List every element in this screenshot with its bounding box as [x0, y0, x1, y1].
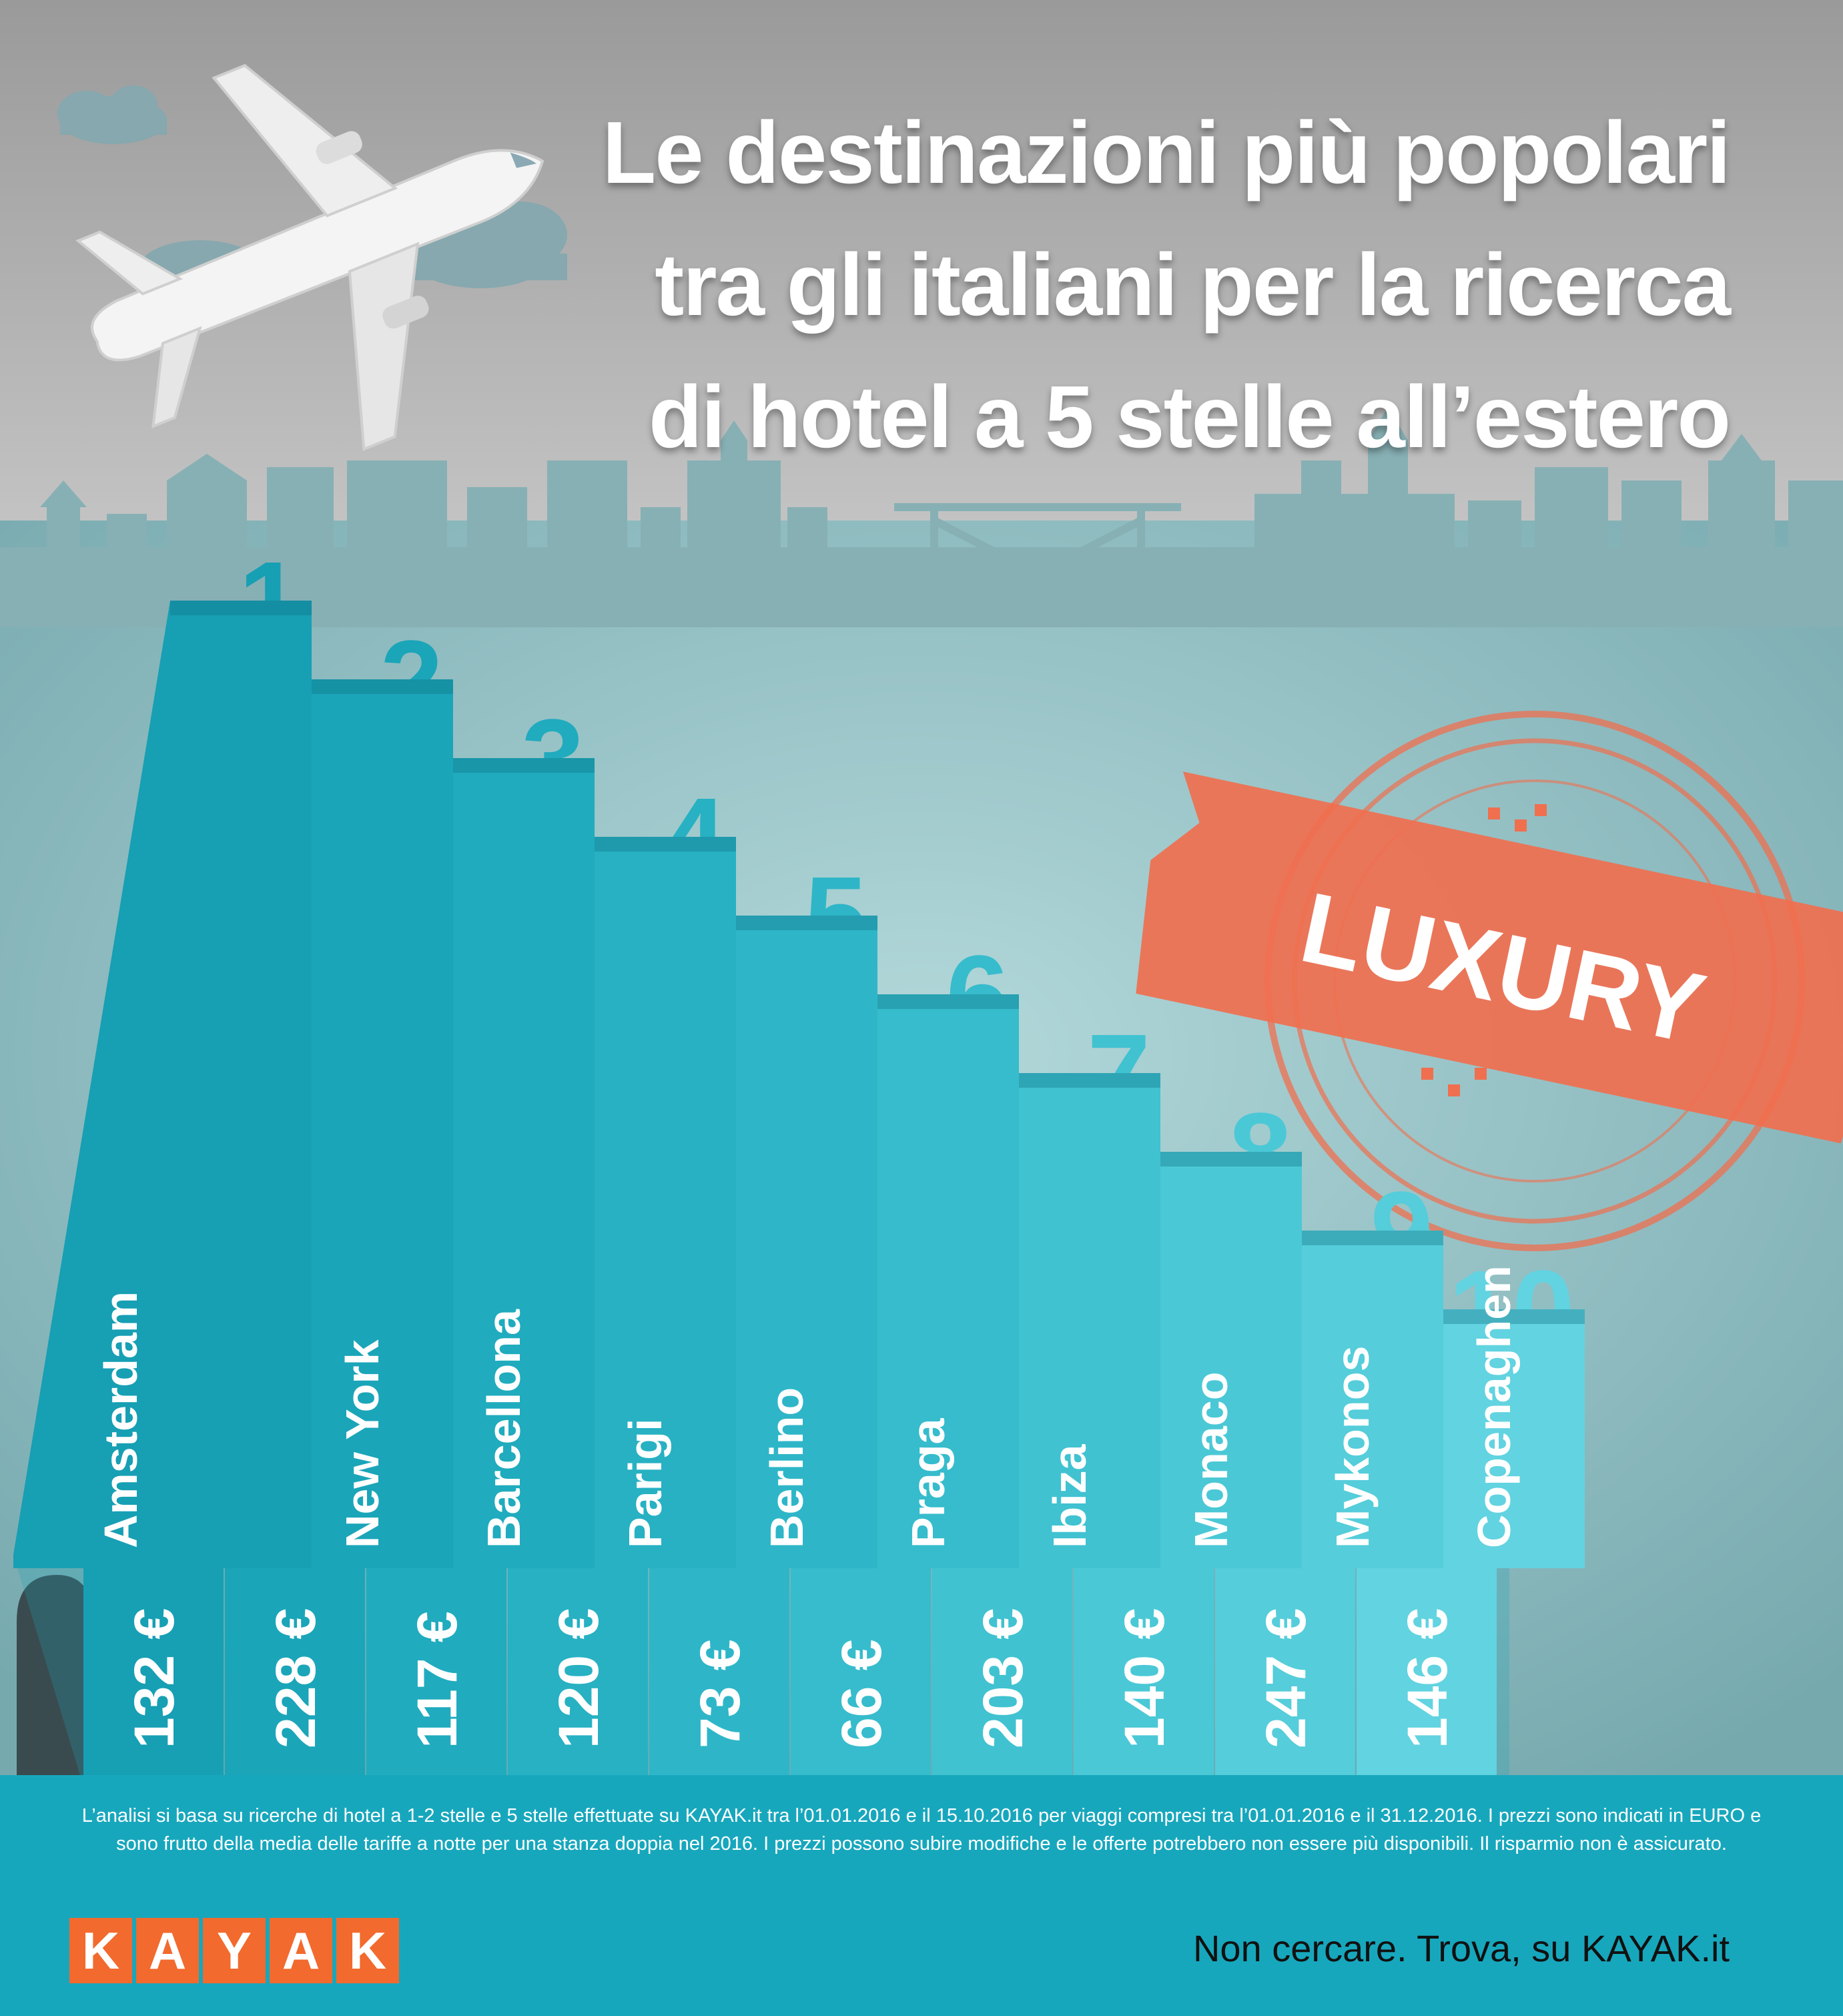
- bar: [312, 679, 453, 1568]
- price-row: 132 € 228 € 117 € 120 € 73 € 66 € 203 € 140 € 24…: [83, 1568, 1497, 1775]
- city-label: Mykonos: [1327, 1346, 1379, 1548]
- ribbon-curl: [17, 1575, 93, 1775]
- bar-top-shadow: [736, 916, 877, 930]
- luxury-stamp: LUXURY: [1136, 711, 1843, 1251]
- price-label: 228 €: [264, 1608, 327, 1748]
- logo-letter: K: [336, 1918, 399, 1983]
- bar: [1443, 1309, 1585, 1568]
- price-tile: [932, 1568, 1072, 1775]
- bar-top-shadow: [1160, 1152, 1302, 1166]
- price-tile: [1074, 1568, 1214, 1775]
- price-tile: [83, 1568, 224, 1775]
- logo-letter: A: [270, 1918, 332, 1983]
- airplane-icon: [75, 63, 544, 452]
- bar: [877, 994, 1019, 1568]
- price-tile: [1357, 1568, 1497, 1775]
- city-label: Barcellona: [478, 1309, 530, 1548]
- price-label: 120 €: [547, 1608, 610, 1748]
- price-label: 146 €: [1396, 1608, 1459, 1748]
- bar: [453, 758, 595, 1568]
- city-label: Praga: [902, 1417, 954, 1548]
- cloud-icon: [57, 85, 167, 144]
- price-tile: [225, 1568, 365, 1775]
- title-line: di hotel a 5 stelle all’estero: [649, 368, 1731, 466]
- price-tile: [1215, 1568, 1355, 1775]
- page-title: Le destinazioni più popolari tra gli ita…: [462, 87, 1731, 483]
- bar-top-shadow: [595, 837, 736, 852]
- logo-letter: A: [136, 1918, 199, 1983]
- kayak-logo: K A Y A K: [69, 1918, 399, 1983]
- title-line: tra gli italiani per la ricerca: [655, 236, 1731, 334]
- price-tile: [649, 1568, 789, 1775]
- bar: [1019, 1073, 1160, 1568]
- price-label: 117 €: [406, 1611, 468, 1748]
- logo-letter: K: [69, 1918, 132, 1983]
- price-tile: [791, 1568, 931, 1775]
- price-label: 73 €: [689, 1640, 751, 1749]
- bar-top-shadow: [1443, 1309, 1585, 1324]
- title-line: Le destinazioni più popolari: [602, 103, 1731, 202]
- city-label: New York: [336, 1339, 388, 1548]
- bar-top-shadow: [877, 994, 1019, 1009]
- bar-top-shadow: [453, 758, 595, 773]
- price-label: 203 €: [972, 1608, 1034, 1748]
- bar: [13, 601, 312, 1568]
- logo-letter: Y: [203, 1918, 266, 1983]
- footer-note: L’analisi si basa su ricerche di hotel a…: [81, 1805, 1762, 1855]
- bar: [736, 916, 877, 1568]
- bar-top-shadow: [312, 679, 453, 694]
- city-labels: Amsterdam New York Barcellona Parigi Berlino…: [95, 1265, 1520, 1548]
- bar: [1302, 1231, 1443, 1568]
- price-label: 66 €: [830, 1640, 893, 1749]
- bar-top-shadow: [1019, 1073, 1160, 1088]
- bar-top-shadow: [170, 601, 312, 615]
- price-label: 140 €: [1113, 1608, 1176, 1748]
- drawbridge-icon: [894, 503, 1181, 579]
- city-label: Ibiza: [1044, 1443, 1096, 1548]
- price-label: 247 €: [1254, 1608, 1317, 1748]
- city-label: Parigi: [619, 1418, 671, 1548]
- bar-top-shadow: [1302, 1231, 1443, 1245]
- price-tile: [366, 1568, 506, 1775]
- city-label: Berlino: [761, 1387, 813, 1548]
- bar: [1160, 1152, 1302, 1568]
- price-label: 132 €: [123, 1608, 186, 1748]
- city-label: Monaco: [1185, 1372, 1237, 1548]
- city-label: Copenaghen: [1468, 1265, 1520, 1548]
- tagline: Non cercare. Trova, su KAYAK.it: [1192, 1927, 1730, 1969]
- city-label: Amsterdam: [95, 1291, 147, 1548]
- bar: [595, 837, 736, 1568]
- price-tile: [508, 1568, 648, 1775]
